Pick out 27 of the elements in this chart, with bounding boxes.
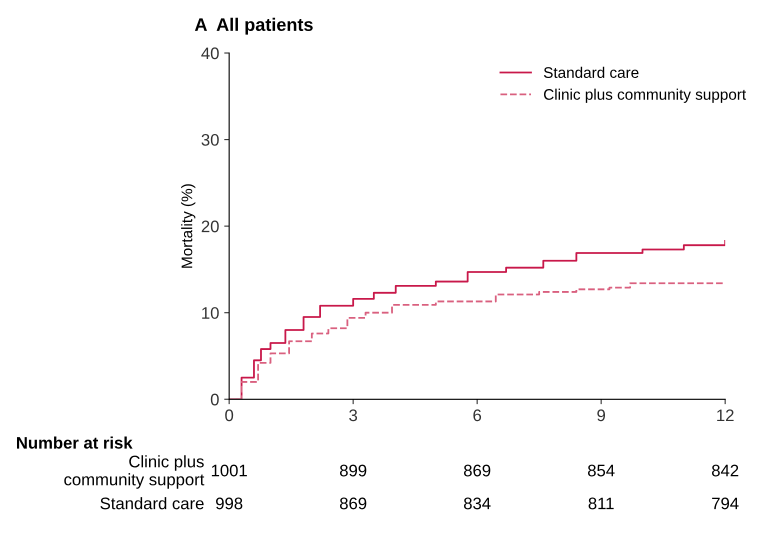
text: 899 bbox=[340, 464, 366, 476]
x-tick-label: 6 bbox=[473, 409, 482, 422]
text: 998 bbox=[216, 498, 242, 510]
text: 834 bbox=[464, 498, 491, 510]
text: Standard care bbox=[100, 497, 204, 510]
text: 869 bbox=[340, 498, 366, 510]
chart-title: A All patients bbox=[194, 18, 313, 35]
y-tick-label: 20 bbox=[202, 220, 219, 232]
text: Number at risk bbox=[16, 436, 133, 449]
text: Clinic plus community support bbox=[64, 455, 204, 489]
y-axis-title: Mortality (%) bbox=[181, 184, 196, 268]
text: 1001 bbox=[212, 464, 247, 476]
x-tick-label: 3 bbox=[349, 409, 358, 422]
text: 811 bbox=[588, 498, 614, 510]
y-tick-label: 30 bbox=[202, 134, 219, 146]
x-tick-label: 12 bbox=[717, 409, 734, 422]
text: 794 bbox=[712, 498, 739, 510]
y-tick-label: 0 bbox=[210, 394, 219, 406]
x-tick-label: 0 bbox=[225, 409, 234, 422]
y-tick-label: 10 bbox=[202, 307, 219, 319]
text: 869 bbox=[464, 464, 490, 476]
legend-label: Clinic plus community support bbox=[544, 88, 746, 103]
text: 854 bbox=[588, 464, 615, 476]
x-tick-label: 9 bbox=[597, 409, 606, 422]
text: 842 bbox=[712, 464, 738, 476]
y-tick-label: 40 bbox=[201, 47, 219, 60]
legend-label: Standard care bbox=[544, 66, 639, 78]
